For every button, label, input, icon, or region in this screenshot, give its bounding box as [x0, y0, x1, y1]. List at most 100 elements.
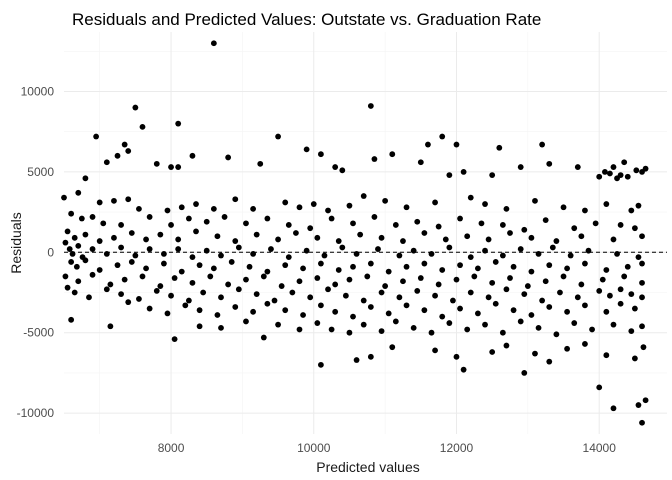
data-point: [453, 353, 460, 360]
data-point: [582, 341, 588, 347]
data-point: [68, 316, 75, 323]
data-point: [350, 220, 356, 227]
data-point: [421, 230, 428, 236]
data-point: [474, 310, 481, 317]
data-point: [378, 328, 385, 334]
data-point: [640, 344, 647, 351]
x-axis-title: Predicted values: [316, 459, 420, 475]
data-point: [610, 321, 617, 328]
data-point: [403, 263, 410, 270]
data-point: [285, 254, 292, 261]
data-point: [542, 278, 549, 285]
data-point: [243, 318, 249, 325]
data-point: [503, 342, 510, 349]
data-point: [196, 323, 203, 330]
data-point: [521, 226, 528, 233]
data-point: [596, 173, 603, 180]
data-point: [410, 324, 417, 331]
data-point: [317, 302, 324, 309]
data-point: [335, 238, 342, 244]
data-point: [214, 233, 221, 240]
data-point: [328, 215, 335, 222]
data-point: [346, 329, 353, 336]
x-tick-label: 8000: [158, 441, 185, 455]
data-point: [639, 323, 645, 330]
data-point: [293, 230, 299, 236]
data-point: [635, 202, 642, 209]
data-point: [321, 252, 328, 259]
data-point: [589, 326, 595, 333]
data-point: [178, 268, 185, 275]
data-point: [225, 281, 232, 288]
data-point: [517, 164, 524, 170]
data-point: [153, 287, 160, 294]
data-point: [196, 262, 203, 269]
data-point: [421, 307, 428, 314]
data-point: [524, 283, 531, 289]
x-tick-label: 12000: [440, 441, 474, 455]
data-point: [631, 355, 638, 362]
data-point: [467, 289, 474, 296]
data-point: [164, 310, 171, 317]
data-point: [136, 296, 142, 302]
data-point: [557, 289, 563, 296]
data-point: [471, 273, 478, 280]
data-point: [603, 267, 610, 273]
data-point: [146, 214, 153, 220]
data-point: [396, 252, 403, 259]
data-point: [435, 223, 442, 230]
data-point: [332, 164, 339, 170]
data-point: [432, 199, 438, 206]
data-point: [62, 273, 69, 280]
data-point: [628, 291, 635, 298]
data-point: [193, 201, 199, 207]
data-point: [175, 120, 182, 127]
data-point: [260, 334, 267, 341]
data-point: [360, 193, 367, 199]
data-point: [275, 236, 281, 243]
data-point: [250, 205, 257, 212]
data-point: [61, 194, 67, 201]
data-point: [346, 276, 353, 283]
data-point: [414, 218, 421, 225]
data-point: [549, 244, 556, 251]
data-point: [282, 307, 289, 314]
data-point: [542, 217, 549, 224]
data-point: [203, 247, 210, 254]
data-point: [574, 164, 581, 170]
data-point: [364, 273, 371, 280]
x-tick-label: 10000: [297, 441, 331, 455]
x-axis-ticks: 8000 10000 12000 14000: [158, 441, 617, 455]
data-point: [457, 305, 463, 312]
data-point: [225, 154, 232, 161]
data-point: [482, 321, 488, 328]
data-point: [489, 279, 496, 286]
data-point: [275, 321, 281, 328]
data-point: [496, 144, 503, 151]
data-point: [89, 246, 96, 252]
data-point: [489, 349, 496, 355]
data-point: [228, 259, 235, 265]
data-point: [392, 222, 399, 228]
data-point: [66, 246, 73, 252]
data-point: [607, 292, 613, 299]
data-point: [314, 320, 321, 326]
data-point: [300, 312, 306, 318]
data-point: [71, 234, 78, 241]
data-point: [325, 207, 331, 214]
data-point: [492, 300, 499, 307]
data-point: [442, 236, 449, 243]
data-point: [521, 369, 528, 376]
data-point: [235, 286, 242, 293]
data-point: [307, 225, 314, 232]
data-point: [317, 361, 324, 368]
data-point: [446, 320, 453, 326]
data-point: [450, 297, 456, 304]
data-point: [68, 259, 75, 265]
data-point: [367, 103, 374, 109]
data-point: [507, 275, 513, 281]
data-point: [96, 267, 103, 273]
data-point: [624, 263, 631, 270]
data-point: [264, 215, 271, 222]
data-point: [582, 302, 588, 309]
